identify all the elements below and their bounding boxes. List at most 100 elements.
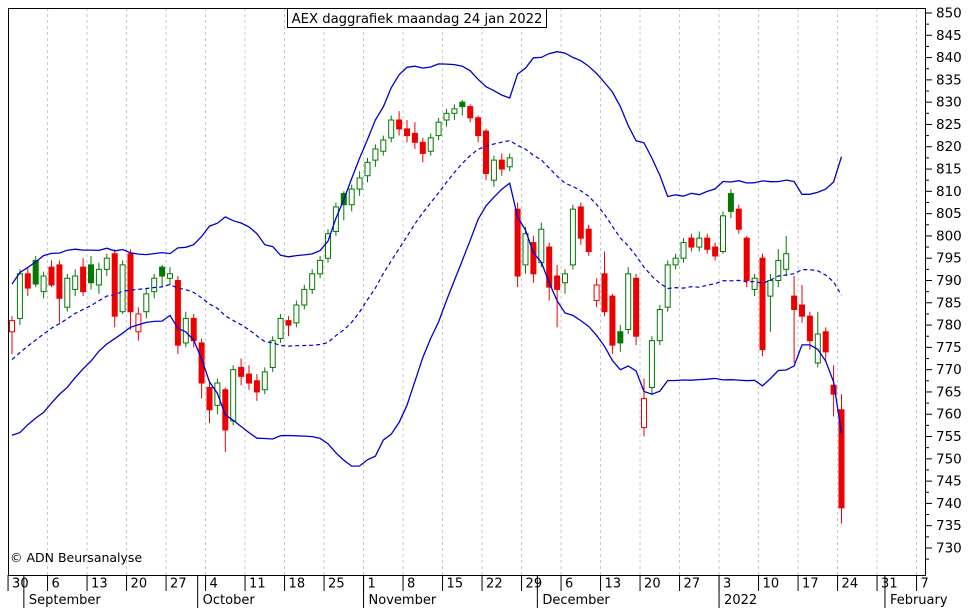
week-label: 10: [763, 577, 780, 592]
candle: [80, 258, 87, 297]
month-label: September: [29, 593, 102, 608]
candle: [806, 311, 813, 350]
y-axis-label: 850: [936, 6, 962, 22]
week-label: 1: [368, 577, 376, 592]
candle: [767, 273, 774, 332]
candle: [119, 260, 126, 314]
week-label: 11: [249, 577, 266, 592]
candle: [159, 264, 166, 288]
candle: [712, 242, 719, 261]
candle: [617, 325, 624, 352]
y-axis-label: 845: [936, 28, 962, 44]
candle: [285, 316, 292, 337]
week-label: 18: [289, 577, 306, 592]
candle: [174, 276, 181, 355]
candle: [475, 115, 482, 143]
x-axis: 30 6 13 20 27 4 11 18 25 1 8 15 22 29 6 13 20 27 3 10 17 24 31…: [7, 575, 948, 608]
candle: [246, 365, 252, 390]
candle: [680, 238, 687, 263]
title-border: [287, 8, 547, 28]
candle: [230, 365, 237, 426]
candle: [317, 255, 324, 279]
candle: [799, 284, 805, 323]
candle: [664, 260, 671, 312]
candles: [9, 99, 845, 524]
week-label: 8: [407, 577, 415, 592]
copyright-label: © ADN Beursanalyse: [10, 550, 142, 565]
y-axis-label: 825: [936, 117, 962, 133]
candle: [88, 255, 94, 290]
candle: [56, 260, 63, 323]
y-axis-label: 780: [936, 318, 962, 334]
candle: [206, 380, 213, 424]
chart-title-box: AEX daggrafiek maandag 24 jan 2022: [287, 8, 547, 28]
y-axis-label: 815: [936, 162, 962, 178]
candle: [48, 260, 55, 288]
y-axis-label: 735: [936, 518, 962, 534]
candle: [404, 119, 410, 143]
candle: [735, 204, 742, 234]
candle: [451, 104, 458, 120]
week-label: 31: [881, 577, 898, 592]
candle: [696, 231, 703, 252]
candle: [506, 153, 513, 172]
candle: [222, 387, 229, 453]
y-axis-label: 835: [936, 72, 962, 88]
candle: [388, 115, 395, 143]
candle: [269, 336, 276, 372]
candle: [720, 211, 726, 254]
candle: [16, 269, 23, 326]
candle: [585, 224, 592, 256]
bollinger-upper-band: [11, 51, 843, 285]
candle: [348, 184, 355, 212]
candle: [641, 378, 647, 437]
y-axis-label: 840: [936, 50, 962, 66]
week-label: 3: [723, 577, 731, 592]
month-label: October: [203, 593, 256, 608]
candle: [775, 249, 782, 288]
candle: [443, 108, 450, 127]
y-axis-label: 760: [936, 407, 962, 423]
candle: [182, 311, 189, 348]
candle: [609, 293, 616, 355]
candle: [522, 226, 529, 274]
week-label: 30: [12, 577, 29, 592]
candle: [838, 394, 845, 524]
grid-lines: [47, 8, 918, 575]
week-label: 13: [605, 577, 622, 592]
candle: [238, 358, 245, 386]
candle: [372, 144, 379, 167]
y-axis-label: 755: [936, 429, 962, 445]
candle: [814, 311, 821, 368]
candle: [743, 235, 750, 288]
candle: [704, 233, 711, 254]
week-label: 13: [91, 577, 108, 592]
candle: [127, 249, 134, 330]
y-axis-label: 800: [936, 228, 962, 244]
month-label: December: [542, 593, 610, 608]
month-label: February: [890, 593, 948, 608]
candle: [727, 189, 734, 219]
candle: [325, 229, 331, 263]
week-label: 6: [565, 577, 573, 592]
candle: [301, 284, 308, 310]
candle: [277, 313, 284, 343]
candle: [791, 276, 798, 363]
candle: [64, 273, 71, 312]
month-label: 2022: [724, 593, 757, 608]
candle: [569, 204, 576, 270]
week-label: 24: [842, 577, 859, 592]
candle: [261, 367, 268, 395]
candle: [783, 235, 790, 277]
candle: [498, 153, 505, 176]
candle: [822, 327, 829, 361]
candle: [648, 336, 655, 395]
week-label: 20: [644, 577, 661, 592]
candle: [672, 253, 679, 270]
candle: [151, 273, 158, 299]
candle: [633, 273, 640, 346]
candle: [72, 269, 79, 297]
y-axis-label: 795: [936, 251, 962, 267]
candle: [435, 117, 442, 141]
y-axis-label: 810: [936, 184, 962, 200]
